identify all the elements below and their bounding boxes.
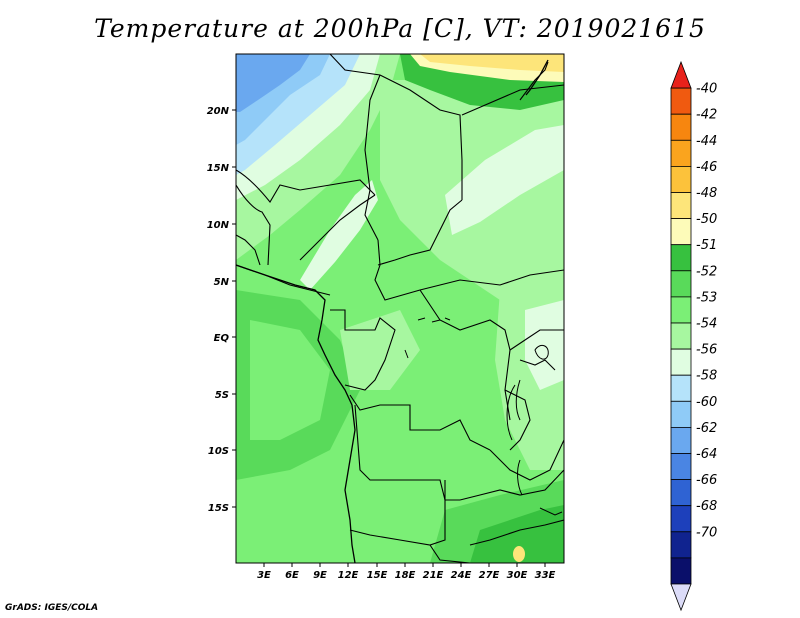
colorbar-label: -51 [696,238,717,253]
colorbar-segment [670,505,692,533]
warm-region-south-52 [470,505,564,563]
colorbar-segment [670,244,692,272]
credit-text: GrADS: IGES/COLA [5,603,99,613]
colorbar-label: -60 [696,395,717,410]
colorbar-segment [670,374,692,402]
lat-label: 15S [208,503,229,514]
lon-label: 9E [313,570,327,581]
lat-label: 15N [207,163,230,174]
colorbar-label: -68 [696,499,717,514]
cold-streak-center [300,180,378,290]
colorbar-segment [670,426,692,454]
colorbar-labels: -40 -42 -44 -46 -48 -50 -51 -52 -53 -54 -56 -58 -60 -… [696,82,717,541]
cold-region-east-54 [525,300,564,390]
colorbar-label: -44 [696,134,717,149]
colorbar-segment [670,531,692,559]
colorbar-label: -58 [696,369,717,384]
colorbar-label: -56 [696,343,717,358]
lat-axis [232,109,236,508]
warm-region-north-50 [420,54,564,72]
colorbar-label: -62 [696,421,717,436]
central-band-53-inner [250,320,330,440]
warm-patch-south [513,546,525,562]
lon-label: 24E [451,570,472,581]
lat-labels: 20N 15N 10N 5N EQ 5S 10S 15S [207,106,230,514]
colorbar-segment [670,192,692,220]
colorbar-segment [670,87,692,115]
colorbar-label: -70 [696,525,717,540]
colorbar-label: -66 [696,473,717,488]
colorbar-label: -42 [696,108,717,123]
colorbar [670,60,692,612]
colorbar-label: -64 [696,447,717,462]
map-frame [235,53,565,564]
colorbar-segment [670,400,692,428]
colorbar-arrow-bottom [670,583,692,612]
colorbar-segment [670,322,692,350]
country-borders [236,54,564,563]
colorbar-segment [670,139,692,167]
map-title: Temperature at 200hPa [C], VT: 201902161… [94,14,706,43]
lakes [404,317,563,516]
colorbar-label: -54 [696,317,717,332]
colorbar-arrow-top [670,60,692,89]
lat-label: 5N [214,277,230,288]
colorbar-label: -53 [696,290,717,305]
lon-labels: 3E 6E 9E 12E 15E 18E 21E 24E 27E 30E 33E [257,570,555,581]
colorbar-segment [670,113,692,141]
colorbar-segment [670,479,692,507]
lat-label: 20N [207,106,230,117]
colorbar-segment [670,296,692,324]
lat-label: 10S [208,446,229,457]
lon-label: 6E [285,570,299,581]
colorbar-label: -52 [696,264,717,279]
lon-label: 18E [395,570,416,581]
colorbar-segment [670,557,692,585]
lat-label: EQ [214,333,230,344]
colorbar-segment [670,165,692,193]
colorbar-segment [670,218,692,246]
lon-label: 3E [257,570,271,581]
lon-label: 33E [535,570,556,581]
cold-region-nw-60 [236,54,310,112]
temperature-field [236,54,564,563]
coastline [236,59,549,563]
colorbar-segment [670,453,692,481]
colorbar-label: -50 [696,212,717,227]
lat-label: 10N [207,220,230,231]
lon-label: 30E [507,570,528,581]
lon-label: 15E [367,570,388,581]
cold-region-ne-inner [445,125,564,235]
lat-label: 5S [215,390,229,401]
colorbar-segment [670,270,692,298]
lon-axis [263,563,546,567]
colorbar-label: -46 [696,160,717,175]
colorbar-label: -48 [696,186,717,201]
lon-label: 12E [338,570,359,581]
lon-label: 21E [423,570,444,581]
colorbar-label: -40 [696,82,717,97]
colorbar-segment [670,348,692,376]
lon-label: 27E [479,570,500,581]
